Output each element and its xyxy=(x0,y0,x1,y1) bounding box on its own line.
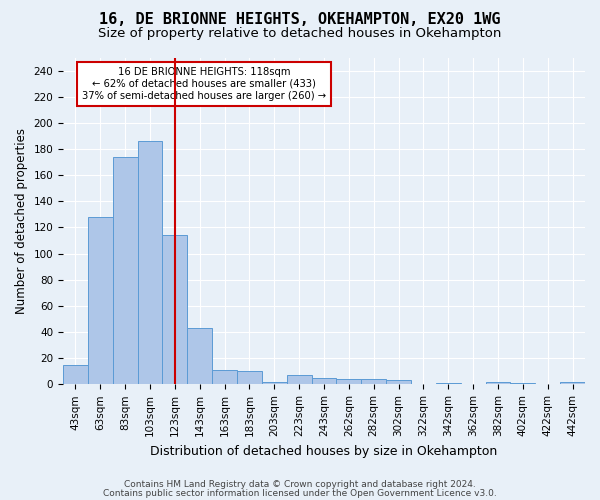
Bar xyxy=(361,379,386,384)
Text: 16, DE BRIONNE HEIGHTS, OKEHAMPTON, EX20 1WG: 16, DE BRIONNE HEIGHTS, OKEHAMPTON, EX20… xyxy=(99,12,501,28)
Y-axis label: Number of detached properties: Number of detached properties xyxy=(15,128,28,314)
Bar xyxy=(163,236,187,384)
Bar xyxy=(63,364,88,384)
X-axis label: Distribution of detached houses by size in Okehampton: Distribution of detached houses by size … xyxy=(151,444,497,458)
Bar xyxy=(485,382,511,384)
Bar xyxy=(262,382,287,384)
Text: Contains HM Land Registry data © Crown copyright and database right 2024.: Contains HM Land Registry data © Crown c… xyxy=(124,480,476,489)
Bar xyxy=(287,375,311,384)
Text: Size of property relative to detached houses in Okehampton: Size of property relative to detached ho… xyxy=(98,28,502,40)
Bar xyxy=(511,383,535,384)
Bar xyxy=(436,383,461,384)
Bar xyxy=(337,379,361,384)
Bar xyxy=(311,378,337,384)
Bar xyxy=(113,157,137,384)
Bar xyxy=(560,382,585,384)
Bar xyxy=(187,328,212,384)
Bar xyxy=(386,380,411,384)
Bar xyxy=(137,141,163,384)
Text: 16 DE BRIONNE HEIGHTS: 118sqm
← 62% of detached houses are smaller (433)
37% of : 16 DE BRIONNE HEIGHTS: 118sqm ← 62% of d… xyxy=(82,68,326,100)
Bar xyxy=(88,217,113,384)
Bar xyxy=(212,370,237,384)
Bar xyxy=(237,371,262,384)
Text: Contains public sector information licensed under the Open Government Licence v3: Contains public sector information licen… xyxy=(103,488,497,498)
